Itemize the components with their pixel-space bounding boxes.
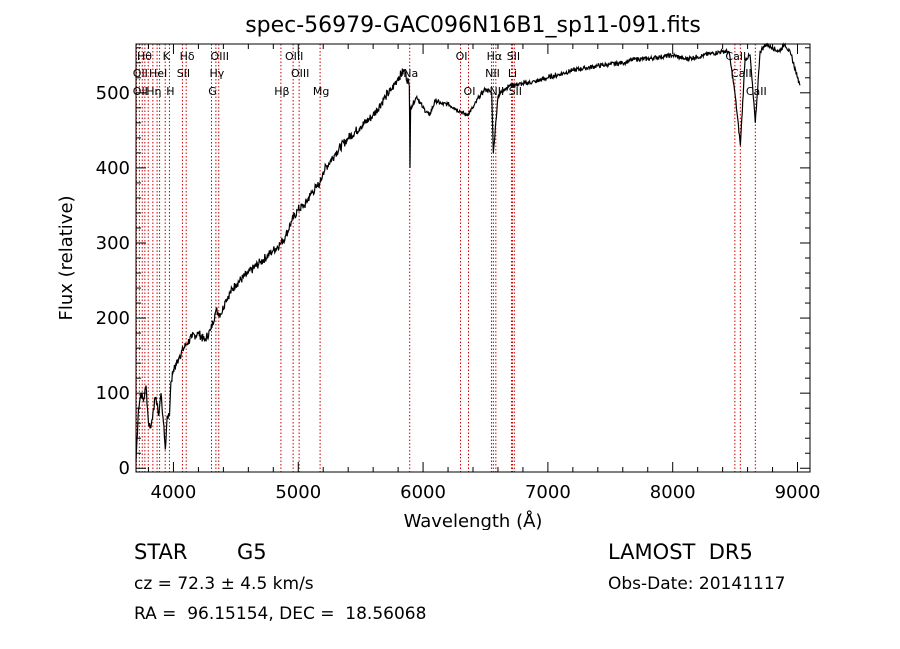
y-axis-label: Flux (relative): [56, 195, 77, 320]
spectral-line-label: NII: [485, 67, 500, 80]
spectral-subclass: G5: [237, 540, 267, 564]
spectral-line-label: Hα: [487, 50, 503, 63]
x-axis-ticks: 4000 5000 6000 7000 8000 9000: [147, 44, 821, 503]
y-tick-label: 0: [119, 458, 130, 479]
spectrum-series-line: [135, 42, 801, 461]
coordinates: RA = 96.15154, DEC = 18.56068: [134, 604, 427, 624]
spectral-line-label: OIII: [291, 67, 309, 80]
spectral-line-label: K: [163, 50, 171, 63]
spectral-line-labels: Hθ K Hδ OIII OIII OI Hα SII CaII OII HeI SII Hγ OIII N…: [133, 50, 767, 98]
spectral-line-label: OI: [456, 50, 468, 63]
spectral-line-label: Li: [508, 67, 517, 80]
chart-title: spec-56979-GAC096N16B1_sp11-091.fits: [245, 13, 701, 38]
y-tick-label: 500: [96, 83, 130, 104]
spectral-line-label: OIII: [211, 50, 229, 63]
x-tick-label: 4000: [151, 482, 197, 503]
x-tick-label: 5000: [275, 482, 321, 503]
spectral-line-label: Na: [403, 67, 418, 80]
spectral-line-label: OII: [133, 67, 148, 80]
redshift-readout: cz = 72.3 ± 4.5 km/s: [134, 574, 314, 594]
x-tick-label: 7000: [525, 482, 571, 503]
spectral-line-markers: [135, 44, 756, 472]
spectral-line-label: Hη: [146, 85, 161, 98]
spectral-line-label: H: [166, 85, 174, 98]
spectral-line-label: SII: [177, 67, 190, 80]
spectral-line-label: OI: [464, 85, 476, 98]
spectral-line-label: NII: [489, 85, 504, 98]
object-type: STAR: [134, 540, 188, 564]
spectral-line-label: CaII: [746, 85, 767, 98]
spectral-line-label: SII: [509, 85, 522, 98]
y-tick-label: 100: [96, 383, 130, 404]
spectral-line-label: Hθ: [137, 50, 152, 63]
x-axis-label: Wavelength (Å): [404, 510, 543, 530]
survey-name: LAMOST DR5: [608, 540, 753, 564]
x-tick-label: 6000: [400, 482, 446, 503]
x-tick-label: 8000: [650, 482, 696, 503]
spectral-line-label: G: [208, 85, 217, 98]
y-axis-ticks: 0 100 200 300 400 500: [96, 47, 810, 479]
obs-date: Obs-Date: 20141117: [608, 574, 786, 594]
y-tick-label: 300: [96, 233, 130, 254]
spectral-line-label: HeI: [149, 67, 167, 80]
x-tick-label: 9000: [775, 482, 821, 503]
spectrum-plot: spec-56979-GAC096N16B1_sp11-091.fits Hθ K…: [56, 13, 821, 530]
spectral-line-label: Hβ: [274, 85, 289, 98]
spectral-line-label: Hγ: [209, 67, 224, 80]
spectral-line-label: OIII: [285, 50, 303, 63]
y-tick-label: 400: [96, 158, 130, 179]
spectral-line-label: Mg: [313, 85, 329, 98]
spectral-line-label: Hδ: [180, 50, 195, 63]
spectral-line-label: OII: [133, 85, 148, 98]
y-tick-label: 200: [96, 308, 130, 329]
spectral-line-label: SII: [507, 50, 520, 63]
spectral-line-label: CaII: [731, 67, 752, 80]
